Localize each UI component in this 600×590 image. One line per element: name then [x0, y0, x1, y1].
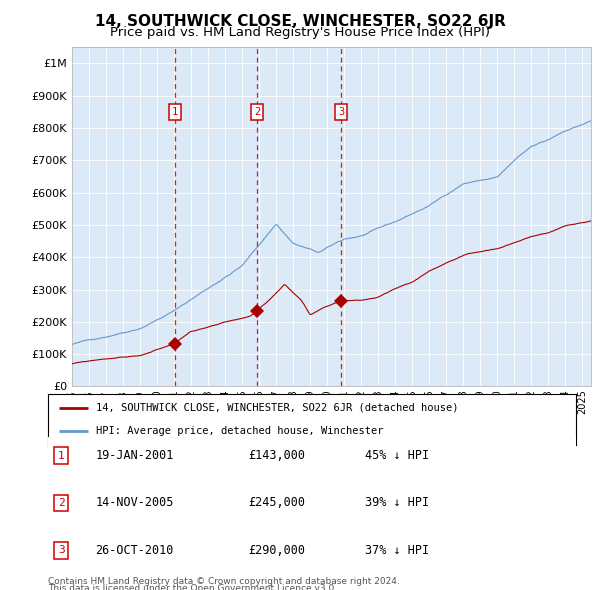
Text: Contains HM Land Registry data © Crown copyright and database right 2024.: Contains HM Land Registry data © Crown c…	[48, 577, 400, 586]
Text: 2: 2	[254, 107, 260, 117]
Text: This data is licensed under the Open Government Licence v3.0.: This data is licensed under the Open Gov…	[48, 584, 337, 590]
Text: 45% ↓ HPI: 45% ↓ HPI	[365, 449, 429, 463]
Text: £143,000: £143,000	[248, 449, 305, 463]
Text: 14, SOUTHWICK CLOSE, WINCHESTER, SO22 6JR: 14, SOUTHWICK CLOSE, WINCHESTER, SO22 6J…	[95, 14, 505, 28]
Text: 1: 1	[172, 107, 178, 117]
Text: 19-JAN-2001: 19-JAN-2001	[95, 449, 174, 463]
Text: 3: 3	[338, 107, 344, 117]
Text: 26-OCT-2010: 26-OCT-2010	[95, 543, 174, 557]
Text: 37% ↓ HPI: 37% ↓ HPI	[365, 543, 429, 557]
Text: HPI: Average price, detached house, Winchester: HPI: Average price, detached house, Winc…	[95, 427, 383, 437]
Text: 3: 3	[58, 545, 65, 555]
Text: Price paid vs. HM Land Registry's House Price Index (HPI): Price paid vs. HM Land Registry's House …	[110, 26, 490, 39]
Text: £290,000: £290,000	[248, 543, 305, 557]
Text: 2: 2	[58, 498, 65, 508]
Text: 39% ↓ HPI: 39% ↓ HPI	[365, 496, 429, 510]
Text: 14-NOV-2005: 14-NOV-2005	[95, 496, 174, 510]
Text: 1: 1	[58, 451, 65, 461]
Text: £245,000: £245,000	[248, 496, 305, 510]
Text: 14, SOUTHWICK CLOSE, WINCHESTER, SO22 6JR (detached house): 14, SOUTHWICK CLOSE, WINCHESTER, SO22 6J…	[95, 402, 458, 412]
